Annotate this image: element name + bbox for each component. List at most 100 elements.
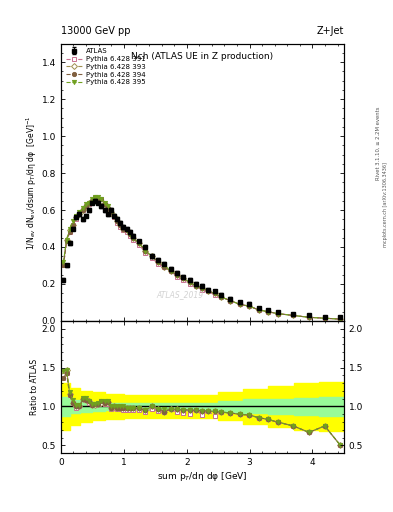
Pythia 6.428 395 bbox=[105, 203, 110, 209]
Pythia 6.428 395 bbox=[118, 220, 123, 226]
Pythia 6.428 393 bbox=[200, 285, 204, 291]
Pythia 6.428 394 bbox=[149, 253, 154, 259]
Pythia 6.428 394 bbox=[70, 222, 75, 228]
Pythia 6.428 391 bbox=[187, 281, 192, 287]
Pythia 6.428 391 bbox=[99, 196, 104, 202]
Pythia 6.428 393 bbox=[181, 275, 185, 282]
Pythia 6.428 393 bbox=[77, 210, 82, 217]
Pythia 6.428 393 bbox=[80, 207, 85, 213]
Pythia 6.428 394 bbox=[83, 203, 88, 209]
Pythia 6.428 391 bbox=[102, 203, 107, 209]
Pythia 6.428 393 bbox=[237, 301, 242, 307]
Pythia 6.428 394 bbox=[174, 272, 179, 278]
Pythia 6.428 394 bbox=[338, 316, 343, 322]
Line: Pythia 6.428 394: Pythia 6.428 394 bbox=[61, 195, 343, 321]
Pythia 6.428 393 bbox=[93, 196, 97, 202]
Pythia 6.428 395 bbox=[127, 231, 132, 237]
Pythia 6.428 393 bbox=[174, 272, 179, 278]
Pythia 6.428 391 bbox=[61, 263, 66, 269]
Pythia 6.428 393 bbox=[61, 261, 66, 267]
Pythia 6.428 395 bbox=[96, 194, 101, 200]
Pythia 6.428 393 bbox=[74, 215, 79, 221]
Legend: ATLAS, Pythia 6.428 391, Pythia 6.428 393, Pythia 6.428 394, Pythia 6.428 395: ATLAS, Pythia 6.428 391, Pythia 6.428 39… bbox=[64, 46, 148, 88]
Pythia 6.428 394 bbox=[93, 194, 97, 200]
Pythia 6.428 391 bbox=[181, 277, 185, 283]
Pythia 6.428 391 bbox=[247, 303, 252, 309]
Pythia 6.428 391 bbox=[67, 229, 72, 236]
Pythia 6.428 394 bbox=[206, 288, 211, 294]
Pythia 6.428 395 bbox=[247, 303, 252, 309]
Pythia 6.428 395 bbox=[174, 272, 179, 278]
Pythia 6.428 395 bbox=[162, 263, 167, 269]
Pythia 6.428 395 bbox=[90, 196, 94, 202]
Pythia 6.428 395 bbox=[149, 253, 154, 259]
Pythia 6.428 391 bbox=[124, 229, 129, 236]
Pythia 6.428 394 bbox=[112, 212, 116, 219]
Pythia 6.428 395 bbox=[181, 275, 185, 282]
Text: ATLAS_2019: ATLAS_2019 bbox=[156, 290, 203, 299]
Pythia 6.428 395 bbox=[64, 237, 69, 243]
Pythia 6.428 394 bbox=[67, 229, 72, 236]
Pythia 6.428 393 bbox=[291, 312, 296, 318]
Pythia 6.428 393 bbox=[121, 225, 126, 231]
Pythia 6.428 391 bbox=[237, 301, 242, 307]
Pythia 6.428 393 bbox=[118, 222, 123, 228]
Pythia 6.428 395 bbox=[228, 297, 233, 304]
Pythia 6.428 393 bbox=[83, 203, 88, 209]
Pythia 6.428 391 bbox=[137, 242, 141, 248]
Pythia 6.428 393 bbox=[168, 268, 173, 274]
Pythia 6.428 393 bbox=[206, 288, 211, 294]
Pythia 6.428 395 bbox=[137, 240, 141, 246]
Pythia 6.428 394 bbox=[247, 303, 252, 309]
Pythia 6.428 393 bbox=[124, 227, 129, 233]
Pythia 6.428 393 bbox=[275, 310, 280, 316]
Line: Pythia 6.428 391: Pythia 6.428 391 bbox=[61, 197, 343, 321]
Pythia 6.428 391 bbox=[96, 196, 101, 202]
Pythia 6.428 395 bbox=[108, 207, 113, 213]
Pythia 6.428 391 bbox=[70, 222, 75, 228]
Pythia 6.428 394 bbox=[105, 205, 110, 211]
Pythia 6.428 394 bbox=[130, 234, 135, 241]
Pythia 6.428 395 bbox=[121, 224, 126, 230]
X-axis label: sum p$_{T}$/dη dφ [GeV]: sum p$_{T}$/dη dφ [GeV] bbox=[157, 470, 248, 483]
Text: mcplots.cern.ch [arXiv:1306.3436]: mcplots.cern.ch [arXiv:1306.3436] bbox=[383, 162, 387, 247]
Pythia 6.428 395 bbox=[115, 216, 119, 222]
Pythia 6.428 394 bbox=[156, 259, 160, 265]
Pythia 6.428 394 bbox=[121, 225, 126, 231]
Pythia 6.428 395 bbox=[99, 196, 104, 202]
Pythia 6.428 394 bbox=[143, 248, 148, 254]
Pythia 6.428 393 bbox=[102, 201, 107, 207]
Pythia 6.428 391 bbox=[80, 207, 85, 213]
Pythia 6.428 391 bbox=[127, 233, 132, 239]
Pythia 6.428 393 bbox=[338, 316, 343, 322]
Pythia 6.428 391 bbox=[338, 316, 343, 322]
Pythia 6.428 395 bbox=[86, 200, 91, 206]
Pythia 6.428 394 bbox=[80, 207, 85, 213]
Pythia 6.428 391 bbox=[115, 220, 119, 226]
Pythia 6.428 395 bbox=[200, 285, 204, 291]
Pythia 6.428 394 bbox=[102, 201, 107, 207]
Pythia 6.428 394 bbox=[168, 268, 173, 274]
Pythia 6.428 395 bbox=[275, 310, 280, 316]
Pythia 6.428 393 bbox=[219, 294, 223, 300]
Pythia 6.428 391 bbox=[168, 268, 173, 274]
Pythia 6.428 394 bbox=[237, 301, 242, 307]
Pythia 6.428 391 bbox=[156, 261, 160, 267]
Pythia 6.428 393 bbox=[156, 259, 160, 265]
Pythia 6.428 393 bbox=[212, 290, 217, 296]
Pythia 6.428 395 bbox=[124, 227, 129, 233]
Pythia 6.428 394 bbox=[118, 222, 123, 228]
Pythia 6.428 394 bbox=[115, 218, 119, 224]
Pythia 6.428 394 bbox=[162, 264, 167, 270]
Pythia 6.428 393 bbox=[193, 283, 198, 289]
Pythia 6.428 391 bbox=[200, 287, 204, 293]
Pythia 6.428 394 bbox=[124, 227, 129, 233]
Pythia 6.428 395 bbox=[212, 290, 217, 296]
Pythia 6.428 391 bbox=[275, 310, 280, 316]
Y-axis label: Ratio to ATLAS: Ratio to ATLAS bbox=[30, 359, 39, 415]
Pythia 6.428 391 bbox=[291, 312, 296, 318]
Pythia 6.428 391 bbox=[228, 297, 233, 304]
Pythia 6.428 393 bbox=[108, 209, 113, 215]
Pythia 6.428 395 bbox=[77, 209, 82, 215]
Pythia 6.428 395 bbox=[67, 225, 72, 231]
